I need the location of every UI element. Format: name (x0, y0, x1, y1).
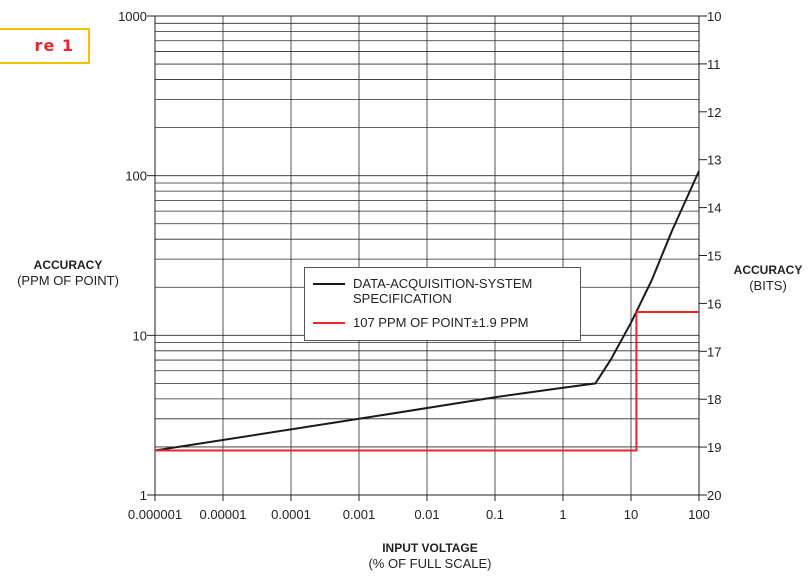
x-tick-label: 10 (624, 507, 638, 522)
y-right-tick-label: 10 (707, 9, 721, 24)
y-left-tick-label: 100 (125, 169, 147, 184)
y-left-tick-label: 1 (140, 488, 147, 503)
y-right-tick-label: 18 (707, 392, 721, 407)
legend-label: DATA-ACQUISITION-SYSTEM SPECIFICATION (353, 276, 533, 306)
y-axis-right-sublabel: (BITS) (749, 278, 787, 293)
x-tick-label: 100 (688, 507, 710, 522)
y-right-tick-label: 20 (707, 488, 721, 503)
legend-item-ppm-spec: 107 PPM OF POINT±1.9 PPM (313, 315, 528, 330)
legend-label: 107 PPM OF POINT±1.9 PPM (353, 315, 529, 330)
y-left-tick-label: 1000 (118, 9, 147, 24)
chart-legend: DATA-ACQUISITION-SYSTEM SPECIFICATION 10… (304, 267, 581, 341)
x-axis-title: INPUT VOLTAGE (% OF FULL SCALE) (340, 541, 520, 571)
x-tick-label: 0.000001 (128, 507, 182, 522)
chart-series (154, 170, 700, 452)
y-axis-left-title: ACCURACY (PPM OF POINT) (2, 258, 134, 288)
chart-tick-labels: 1 10 100 1000 10 11 12 13 14 15 16 17 18 19 20 0.000001… (118, 9, 721, 522)
y-axis-right-title: ACCURACY (BITS) (729, 263, 807, 293)
legend-swatch-black (313, 283, 345, 285)
chart-grid (154, 16, 700, 496)
y-right-tick-label: 14 (707, 201, 721, 216)
y-right-tick-label: 15 (707, 249, 721, 264)
chart-axes (147, 15, 707, 501)
y-left-tick-label: 10 (133, 328, 147, 343)
x-axis-sublabel: (% OF FULL SCALE) (368, 556, 492, 571)
series-line-1 (155, 311, 699, 452)
figure-label: re 1 (0, 28, 90, 64)
y-right-tick-label: 12 (707, 105, 721, 120)
y-right-tick-label: 17 (707, 344, 721, 359)
x-axis-label: INPUT VOLTAGE (382, 541, 478, 555)
y-axis-right-label: ACCURACY (733, 263, 803, 277)
x-tick-label: 0.0001 (271, 507, 311, 522)
legend-swatch-red (313, 322, 345, 324)
legend-item-system-spec: DATA-ACQUISITION-SYSTEM SPECIFICATION (313, 276, 563, 306)
x-tick-label: 1 (559, 507, 566, 522)
x-tick-label: 0.00001 (200, 507, 247, 522)
y-right-tick-label: 11 (707, 57, 721, 72)
y-axis-left-sublabel: (PPM OF POINT) (17, 273, 119, 288)
x-tick-label: 0.1 (486, 507, 504, 522)
y-axis-left-label: ACCURACY (33, 258, 103, 272)
y-right-tick-label: 16 (707, 296, 721, 311)
y-right-tick-label: 13 (707, 153, 721, 168)
y-right-tick-label: 19 (707, 440, 721, 455)
x-tick-label: 0.001 (343, 507, 376, 522)
x-tick-label: 0.01 (414, 507, 439, 522)
series-line-0 (154, 170, 700, 452)
